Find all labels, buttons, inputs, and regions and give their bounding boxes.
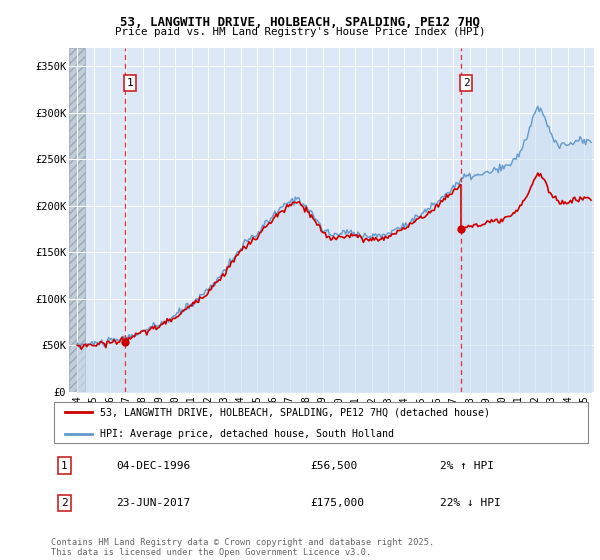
Text: 53, LANGWITH DRIVE, HOLBEACH, SPALDING, PE12 7HQ (detached house): 53, LANGWITH DRIVE, HOLBEACH, SPALDING, … [100,407,490,417]
Text: £175,000: £175,000 [310,498,364,508]
Text: HPI: Average price, detached house, South Holland: HPI: Average price, detached house, Sout… [100,429,394,438]
Text: 53, LANGWITH DRIVE, HOLBEACH, SPALDING, PE12 7HQ: 53, LANGWITH DRIVE, HOLBEACH, SPALDING, … [120,16,480,29]
Text: 1: 1 [61,460,68,470]
Bar [69,48,85,392]
Text: Price paid vs. HM Land Registry's House Price Index (HPI): Price paid vs. HM Land Registry's House … [115,27,485,37]
Text: 1: 1 [127,78,133,88]
Text: Contains HM Land Registry data © Crown copyright and database right 2025.
This d: Contains HM Land Registry data © Crown c… [51,538,434,557]
Text: 2: 2 [61,498,68,508]
Text: 2% ↑ HPI: 2% ↑ HPI [440,460,494,470]
Text: 2: 2 [463,78,469,88]
FancyBboxPatch shape [54,402,588,443]
Text: £56,500: £56,500 [310,460,358,470]
Text: 23-JUN-2017: 23-JUN-2017 [116,498,190,508]
Text: 22% ↓ HPI: 22% ↓ HPI [440,498,500,508]
Text: 04-DEC-1996: 04-DEC-1996 [116,460,190,470]
